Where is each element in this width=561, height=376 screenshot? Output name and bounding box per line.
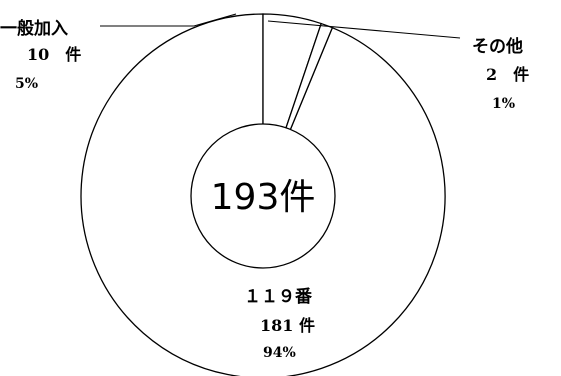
center-total-label: 193件 xyxy=(211,177,316,218)
donut-hole xyxy=(190,123,336,269)
leader-lines xyxy=(100,13,461,39)
category-label-ippan: 一般加入 xyxy=(0,18,68,39)
value-label-ippan: 10 件 xyxy=(27,45,81,64)
leader-line-ippan xyxy=(100,13,237,27)
category-label-119: １１９番 xyxy=(244,287,313,307)
percent-label-ippan: 5% xyxy=(15,76,38,92)
category-label-sonota: その他 xyxy=(472,36,523,57)
leader-line-sonota xyxy=(267,20,461,39)
slice-119 xyxy=(80,13,446,376)
percent-label-sonota: 1% xyxy=(492,96,515,112)
percent-label-119: 94% xyxy=(263,345,296,361)
value-label-sonota: 2 件 xyxy=(486,65,529,84)
value-label-119: 181 件 xyxy=(260,316,315,335)
